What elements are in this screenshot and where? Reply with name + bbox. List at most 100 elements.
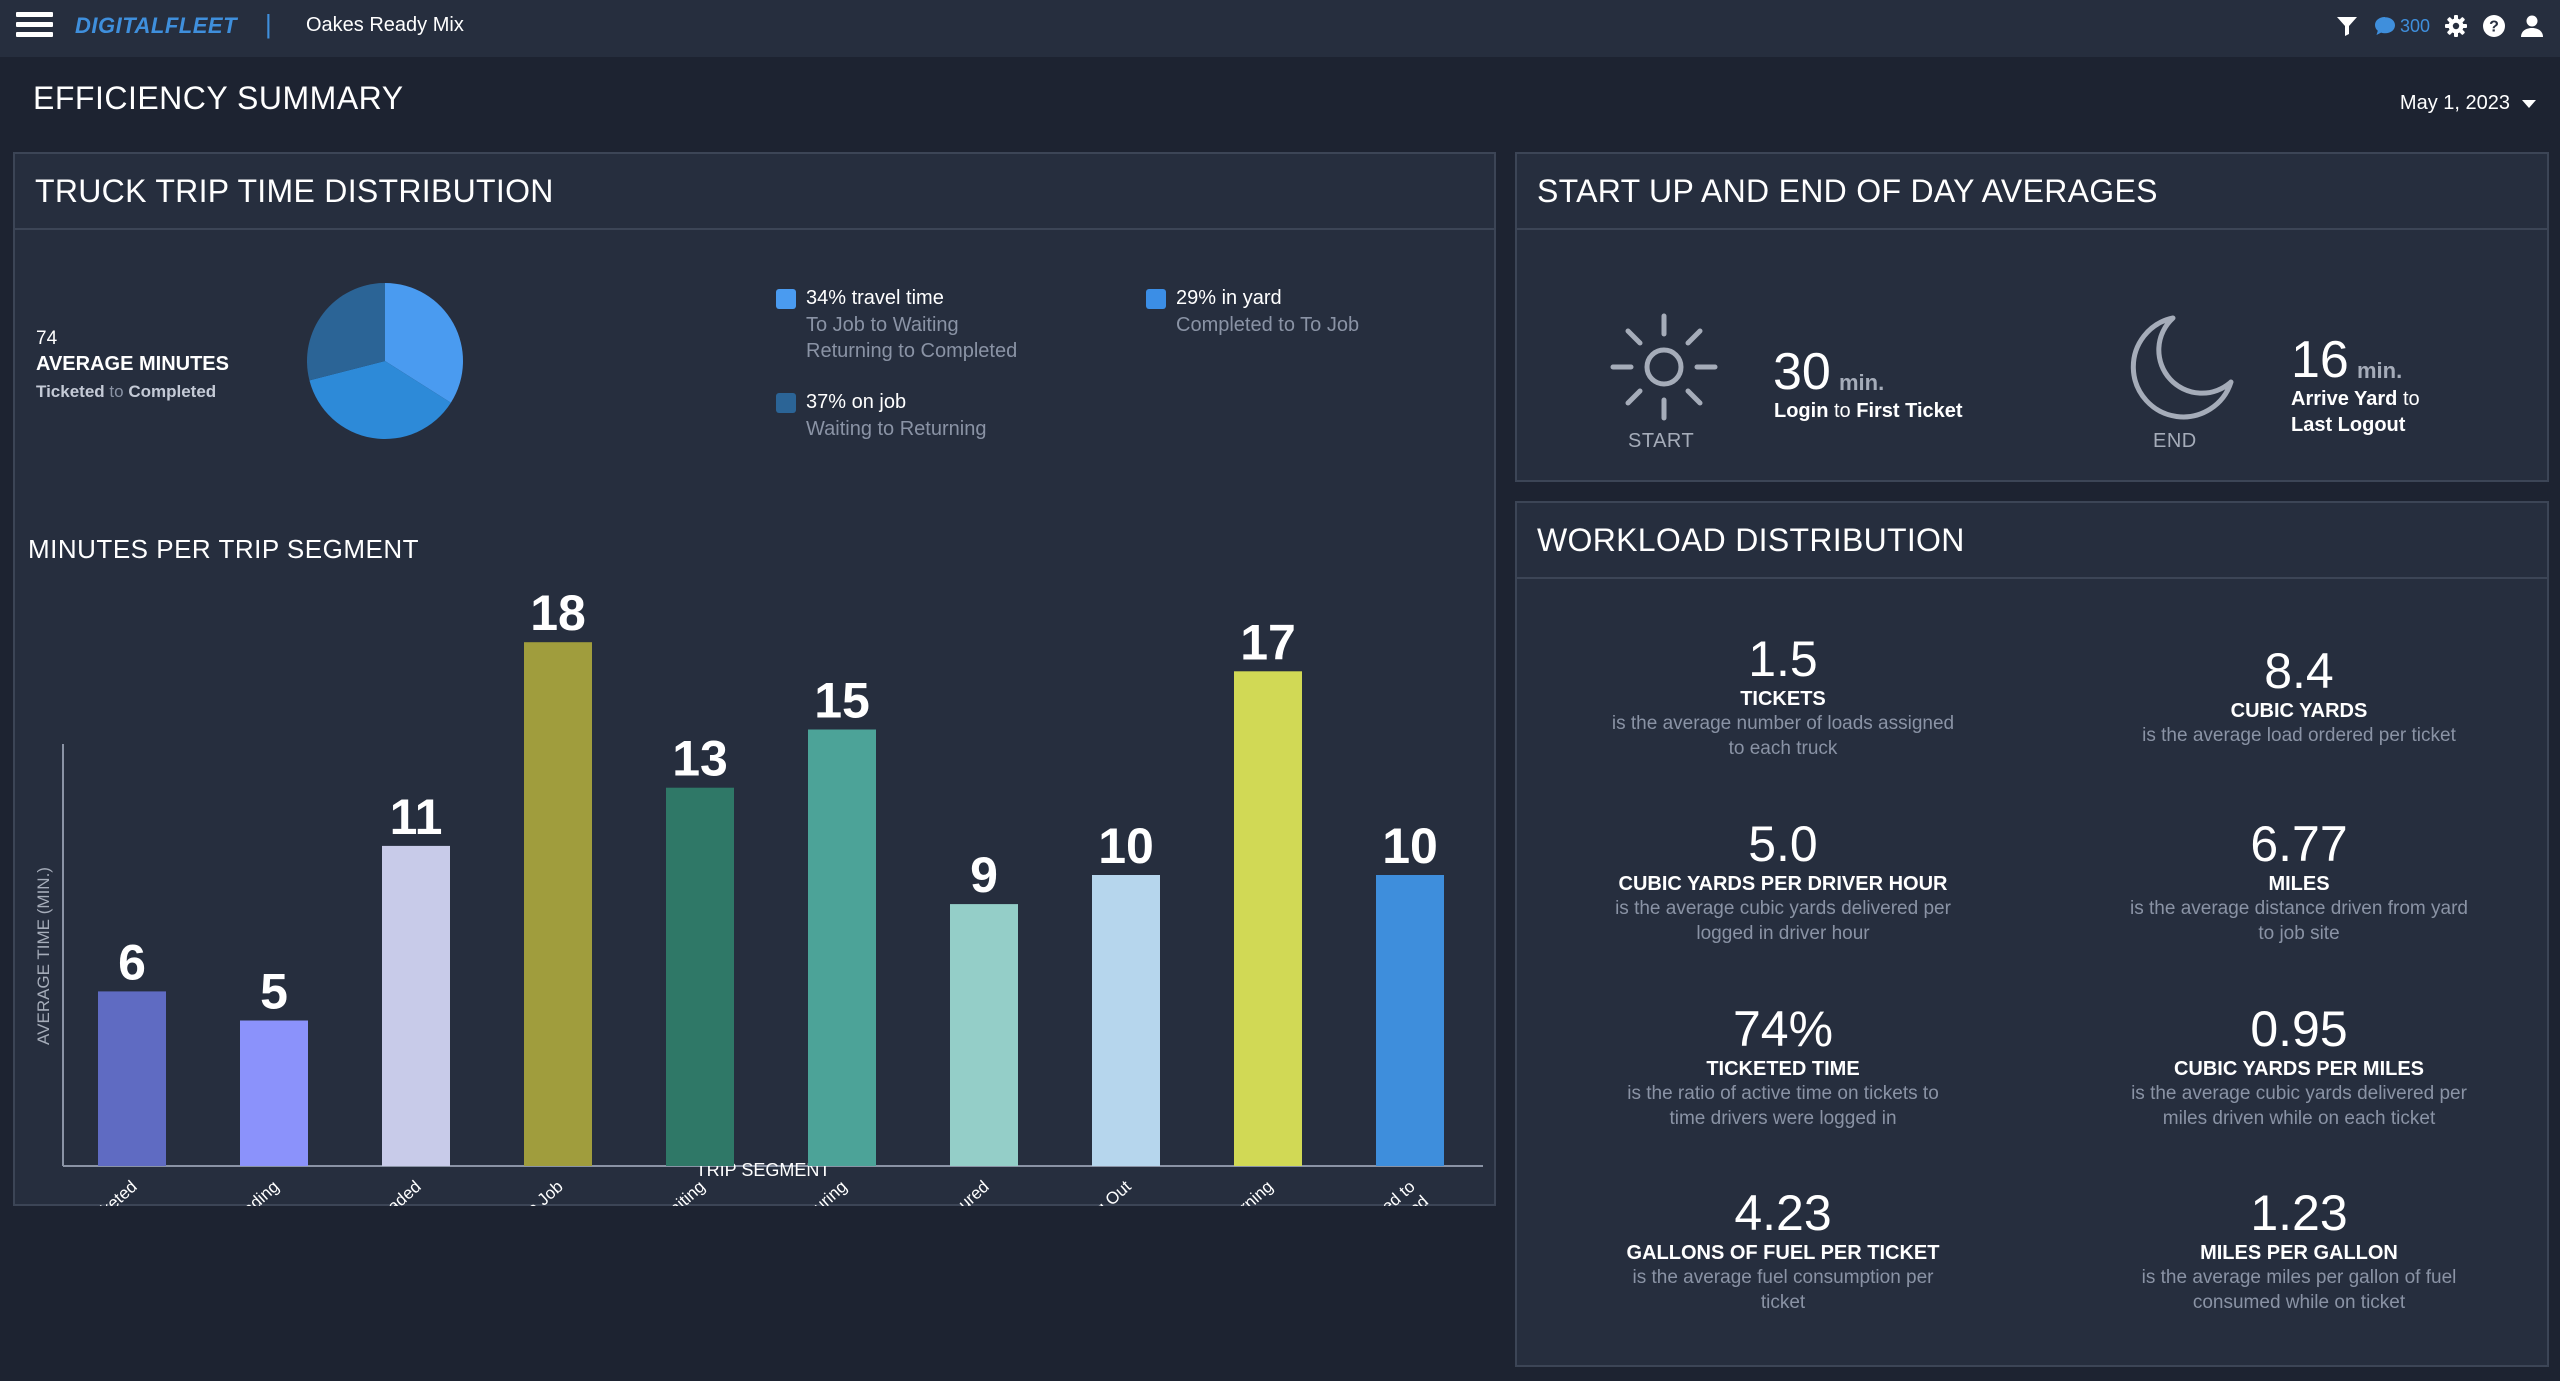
x-tick-label: Poured xyxy=(939,1177,992,1206)
bar-value-label: 18 xyxy=(530,585,586,641)
metric-label: MILES PER GALLON xyxy=(2200,1242,2398,1264)
x-tick-label: Ticketed xyxy=(81,1177,141,1206)
bar-value-label: 17 xyxy=(1240,614,1296,670)
chart-title: MINUTES PER TRIP SEGMENT xyxy=(28,534,419,564)
metric-desc: ticket xyxy=(1760,1292,1806,1313)
bar-poured[interactable] xyxy=(950,904,1018,1166)
message-count: 300 xyxy=(2399,15,2430,36)
svg-text:?: ? xyxy=(2489,19,2499,36)
average-minutes-value: 74 xyxy=(36,328,58,349)
trip-time-pie-chart xyxy=(307,283,463,439)
legend-desc: Completed to To Job xyxy=(1176,314,1360,336)
bar-to-job[interactable] xyxy=(524,642,592,1166)
bar-value-label: 11 xyxy=(390,789,443,845)
company-name: Oakes Ready Mix xyxy=(306,14,464,36)
x-tick-label: Loaded xyxy=(370,1177,425,1206)
gear-icon[interactable] xyxy=(2444,14,2468,38)
minutes-per-segment-chart: AVERAGE TIME (MIN.)TRIP SEGMENT6Ticketed… xyxy=(34,585,1483,1206)
metric-cubic-yards: 8.4 CUBIC YARDS is the average load orde… xyxy=(2089,643,2509,748)
bar-value-label: 5 xyxy=(260,964,288,1020)
date-value: May 1, 2023 xyxy=(2399,92,2510,114)
x-tick-label: Returning xyxy=(1209,1177,1276,1206)
workload-panel: WORKLOAD DISTRIBUTION 1.5 TICKETS is the… xyxy=(1515,501,2549,1367)
bar-waiting[interactable] xyxy=(666,787,734,1166)
metric-desc: to job site xyxy=(2258,923,2340,944)
metric-value: 0.95 xyxy=(2250,1001,2348,1057)
chevron-down-icon xyxy=(2522,99,2536,108)
legend-swatch xyxy=(776,289,796,309)
metric-cubic-yards-per-driver-hour: 5.0 CUBIC YARDS PER DRIVER HOUR is the a… xyxy=(1573,816,1993,946)
metric-desc: is the average distance driven from yard xyxy=(2130,898,2468,919)
metric-label: TICKETS xyxy=(1740,688,1826,710)
end-minutes-unit: min. xyxy=(2357,358,2403,383)
help-icon[interactable]: ? xyxy=(2482,14,2506,38)
legend-travel-time: 34% travel time To Job to Waiting Return… xyxy=(776,287,1106,364)
metric-desc: to each truck xyxy=(1728,738,1838,759)
end-description: Arrive Yard to Last Logout xyxy=(2291,388,2420,436)
user-icon[interactable] xyxy=(2520,14,2544,38)
bar-value-label: 9 xyxy=(970,847,998,903)
metric-desc: consumed while on ticket xyxy=(2192,1292,2406,1313)
brand-separator: | xyxy=(265,9,272,39)
bar-completed-to-ticketed[interactable] xyxy=(1376,875,1444,1166)
top-bar: DIGITALFLEET | Oakes Ready Mix 300 xyxy=(0,0,2560,57)
legend-in-yard: 29% in yard Completed to To Job xyxy=(1146,287,1476,338)
date-dropdown[interactable]: May 1, 2023 xyxy=(2400,92,2536,115)
legend-desc: Waiting to Returning xyxy=(806,418,987,440)
x-tick-label: Washing Out xyxy=(1049,1177,1134,1206)
metric-label: CUBIC YARDS PER MILES xyxy=(2173,1058,2425,1080)
start-description: Login to First Ticket xyxy=(1774,400,1963,422)
metric-cubic-yards-per-miles: 0.95 CUBIC YARDS PER MILES is the averag… xyxy=(2089,1001,2509,1131)
start-minutes-unit: min. xyxy=(1839,370,1885,395)
average-minutes-label: AVERAGE MINUTES xyxy=(36,353,229,375)
chat-bubble-icon xyxy=(2374,17,2395,35)
end-minutes-value: 16 xyxy=(2291,331,2349,389)
legend-desc: To Job to Waiting Returning to Completed xyxy=(806,314,1018,362)
start-minutes-value: 30 xyxy=(1773,343,1831,401)
metric-value: 8.4 xyxy=(2264,643,2334,699)
menu-icon[interactable] xyxy=(16,10,53,40)
bar-value-label: 10 xyxy=(1382,818,1438,874)
metric-desc: is the average cubic yards delivered per xyxy=(2131,1083,2467,1104)
metric-desc: time drivers were logged in xyxy=(1669,1108,1897,1129)
trip-distribution-title: TRUCK TRIP TIME DISTRIBUTION xyxy=(15,154,1494,230)
bar-value-label: 10 xyxy=(1098,818,1154,874)
average-minutes-range: Ticketed to Completed xyxy=(36,382,217,401)
startup-panel: START UP AND END OF DAY AVERAGES START 3… xyxy=(1515,152,2549,482)
x-tick-label: Completed toTicketed xyxy=(1331,1177,1432,1206)
metric-label: CUBIC YARDS xyxy=(2230,700,2368,722)
moon-icon xyxy=(2130,315,2234,420)
sun-icon xyxy=(1610,313,1718,421)
legend-on-job: 37% on job Waiting to Returning xyxy=(776,391,1106,442)
x-tick-label: Waiting xyxy=(654,1177,708,1206)
metric-label: MILES xyxy=(2268,873,2330,895)
filter-icon[interactable] xyxy=(2335,14,2359,38)
metric-desc: is the average fuel consumption per xyxy=(1632,1267,1934,1288)
bar-ticketed[interactable] xyxy=(98,991,166,1166)
bar-washing-out[interactable] xyxy=(1092,875,1160,1166)
y-axis-label: AVERAGE TIME (MIN.) xyxy=(34,867,53,1045)
legend-label: 37% on job xyxy=(806,391,907,413)
brand-logo[interactable]: DIGITALFLEET xyxy=(75,13,238,38)
start-caption: START xyxy=(1628,430,1695,452)
legend-label: 34% travel time xyxy=(806,287,944,309)
bar-value-label: 6 xyxy=(118,934,146,990)
metric-value: 5.0 xyxy=(1748,816,1818,872)
metric-desc: is the average miles per gallon of fuel xyxy=(2141,1267,2457,1288)
metric-desc: miles driven while on each ticket xyxy=(2162,1108,2436,1129)
pie-slice xyxy=(309,361,451,439)
bar-loaded[interactable] xyxy=(382,845,450,1166)
messages-button[interactable]: 300 xyxy=(2373,15,2430,37)
bar-value-label: 15 xyxy=(814,673,870,729)
metric-desc: is the average load ordered per ticket xyxy=(2142,725,2456,746)
metric-value: 6.77 xyxy=(2250,816,2348,872)
bar-returning[interactable] xyxy=(1234,671,1302,1166)
startup-title: START UP AND END OF DAY AVERAGES xyxy=(1517,154,2547,230)
metric-desc: is the average number of loads assigned xyxy=(1611,713,1955,734)
metric-label: CUBIC YARDS PER DRIVER HOUR xyxy=(1618,873,1948,895)
bar-pouring[interactable] xyxy=(808,729,876,1167)
average-minutes: 74 AVERAGE MINUTES Ticketed to Completed xyxy=(36,328,229,402)
metric-desc: logged in driver hour xyxy=(1696,923,1870,944)
bar-loading[interactable] xyxy=(240,1020,308,1167)
x-tick-label: To Job xyxy=(517,1177,567,1206)
